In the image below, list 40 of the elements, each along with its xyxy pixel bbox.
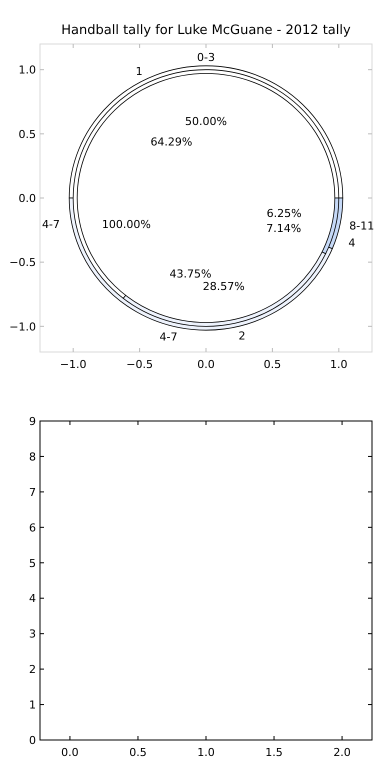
slice-label: 8-11 <box>349 220 374 233</box>
data-label: 50.00% <box>185 115 227 128</box>
x-tick-label: 1.0 <box>197 746 215 759</box>
y-tick-label: −0.5 <box>9 256 36 270</box>
x-tick-label: 0.5 <box>264 358 282 371</box>
data-label: 100.00% <box>102 218 151 231</box>
x-tick-label: 0.0 <box>197 358 215 371</box>
x-tick-label: 0.5 <box>129 746 147 759</box>
data-label: 28.57% <box>202 280 245 294</box>
slice-label: 4-7 <box>160 330 178 344</box>
y-tick-label: 7 <box>29 486 36 499</box>
slice-label: 0-3 <box>197 50 215 64</box>
y-tick-label: 0 <box>29 734 36 747</box>
y-tick-label: 2 <box>29 663 36 676</box>
y-tick-label: 6 <box>29 521 36 534</box>
x-tick-label: 1.5 <box>265 746 283 759</box>
slice-label: 1 <box>136 64 143 78</box>
y-tick-label: −1.0 <box>9 320 36 334</box>
data-label: 64.29% <box>150 136 192 149</box>
x-tick-label: −1.0 <box>60 358 87 371</box>
y-tick-label: 9 <box>29 415 36 428</box>
y-tick-label: 4 <box>29 592 36 606</box>
y-tick-label: 1.0 <box>18 64 36 77</box>
chart-title: Handball tally for Luke McGuane - 2012 tally <box>61 23 352 38</box>
x-tick-label: 1.0 <box>330 358 348 371</box>
slice-label: 2 <box>238 330 246 343</box>
x-tick-label: 0.0 <box>61 746 79 759</box>
y-tick-label: 5 <box>29 556 36 570</box>
slice-label: 4 <box>348 236 356 250</box>
x-tick-label: 2.0 <box>333 746 351 759</box>
slice-label: 4-7 <box>42 218 60 231</box>
data-label: 6.25% <box>266 207 302 220</box>
y-tick-label: 1 <box>29 698 36 712</box>
y-tick-label: 3 <box>29 628 36 641</box>
data-label: 43.75% <box>169 268 212 281</box>
y-tick-label: 8 <box>29 450 36 464</box>
data-label: 7.14% <box>266 222 302 236</box>
x-tick-label: −0.5 <box>126 358 153 371</box>
y-tick-label: 0.0 <box>18 192 36 205</box>
y-tick-label: 0.5 <box>18 128 36 141</box>
